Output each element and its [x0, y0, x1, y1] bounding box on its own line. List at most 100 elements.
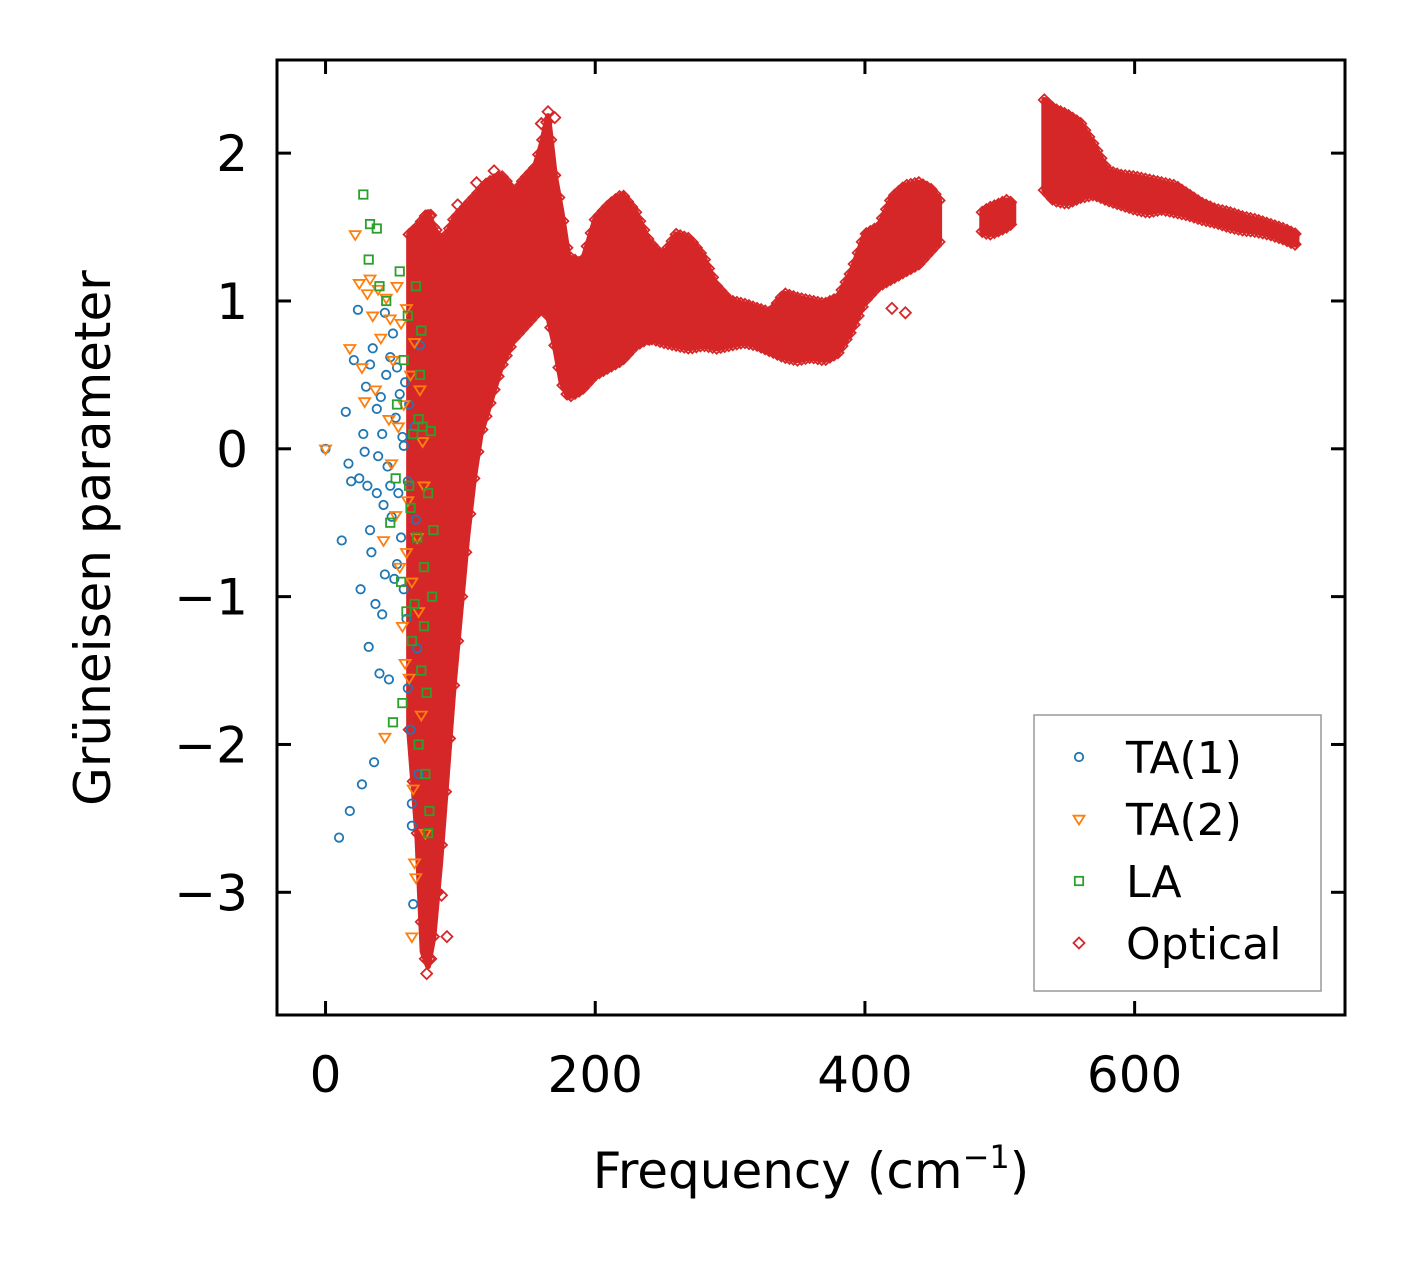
optical-point: [885, 301, 899, 316]
optical-point: [1235, 223, 1250, 237]
optical-point: [471, 444, 485, 459]
data-point: [414, 369, 426, 380]
optical-point: [1114, 168, 1128, 183]
optical-point: [418, 209, 433, 223]
data-point: [384, 459, 399, 471]
optical-point: [584, 372, 598, 387]
optical-point: [1276, 232, 1290, 246]
data-point: [362, 480, 373, 491]
optical-point: [1086, 188, 1100, 202]
optical-point: [612, 189, 627, 204]
data-point: [406, 784, 421, 797]
optical-point: [904, 261, 918, 276]
optical-point: [1191, 211, 1205, 226]
optical-point: [1195, 196, 1209, 211]
data-point: [359, 446, 370, 457]
data-point: [377, 428, 388, 440]
optical-point: [746, 337, 760, 352]
optical-point: [932, 235, 946, 249]
optical-point: [1130, 170, 1145, 185]
data-point: [393, 488, 404, 499]
optical-point: [1090, 188, 1104, 203]
optical-point: [859, 226, 874, 241]
optical-point: [519, 317, 534, 332]
optical-point: [738, 335, 752, 350]
optical-point: [669, 227, 683, 242]
optical-point: [701, 339, 716, 354]
data-point: [416, 665, 427, 676]
optical-point: [548, 338, 562, 353]
data-point: [343, 458, 354, 469]
x-tick-label: 200: [548, 1046, 643, 1104]
optical-point: [442, 221, 457, 236]
optical-point: [891, 268, 906, 282]
optical-point: [1183, 208, 1197, 223]
data-point: [373, 333, 388, 346]
optical-point: [467, 190, 481, 205]
optical-point: [1107, 181, 1122, 196]
optical-point: [434, 888, 449, 903]
legend-label-TA(2): TA(2): [1125, 795, 1242, 846]
optical-point: [999, 193, 1014, 208]
data-point: [398, 355, 409, 366]
optical-point: [806, 294, 821, 309]
data-point: [348, 230, 363, 242]
data-point: [355, 584, 366, 595]
optical-point: [440, 929, 454, 944]
optical-point: [1098, 159, 1112, 173]
optical-point: [600, 361, 615, 376]
legend: TA(1) TA(2) LA Optical: [1033, 714, 1322, 992]
data-point: [392, 562, 407, 575]
optical-point: [1215, 204, 1230, 218]
optical-point: [778, 350, 793, 365]
data-point: [362, 274, 378, 286]
optical-point: [802, 350, 817, 365]
optical-point: [592, 208, 607, 222]
optical-point: [628, 205, 643, 220]
legend-marker-TA(1): [1073, 751, 1085, 763]
optical-point: [467, 471, 481, 486]
data-point: [408, 428, 419, 440]
optical-point: [685, 235, 700, 250]
optical-point: [738, 297, 752, 312]
optical-point: [794, 292, 809, 306]
optical-point: [495, 357, 509, 372]
optical-point: [758, 342, 772, 356]
optical-point: [515, 322, 530, 336]
optical-point: [406, 774, 420, 789]
data-point: [421, 687, 432, 698]
optical-point: [871, 220, 886, 234]
legend-marker-TA(2): [1071, 814, 1087, 827]
optical-point: [657, 335, 671, 350]
data-point: [336, 535, 347, 546]
optical-point: [1106, 195, 1120, 209]
optical-point: [734, 336, 748, 350]
optical-point: [1098, 192, 1112, 207]
optical-point: [1255, 226, 1270, 240]
optical-point: [1175, 206, 1189, 221]
data-point: [406, 635, 417, 647]
optical-point: [975, 205, 990, 220]
optical-point: [576, 252, 590, 267]
data-point: [420, 768, 431, 780]
y-tick-label: −2: [174, 716, 248, 774]
optical-point: [875, 211, 890, 225]
optical-point: [1110, 196, 1124, 211]
optical-point: [1158, 203, 1173, 217]
optical-point: [730, 295, 744, 310]
data-point: [388, 511, 403, 523]
optical-point: [531, 304, 546, 319]
data-point: [414, 710, 429, 723]
optical-point: [847, 317, 861, 332]
optical-point: [410, 220, 425, 234]
data-point: [363, 254, 374, 265]
data-point: [360, 289, 375, 301]
optical-point: [1146, 174, 1161, 188]
optical-point: [519, 170, 534, 184]
optical-point: [867, 283, 882, 298]
data-point: [340, 406, 351, 417]
data-point: [413, 768, 424, 780]
optical-point: [661, 336, 675, 351]
optical-point: [665, 337, 679, 352]
optical-point: [770, 347, 785, 361]
